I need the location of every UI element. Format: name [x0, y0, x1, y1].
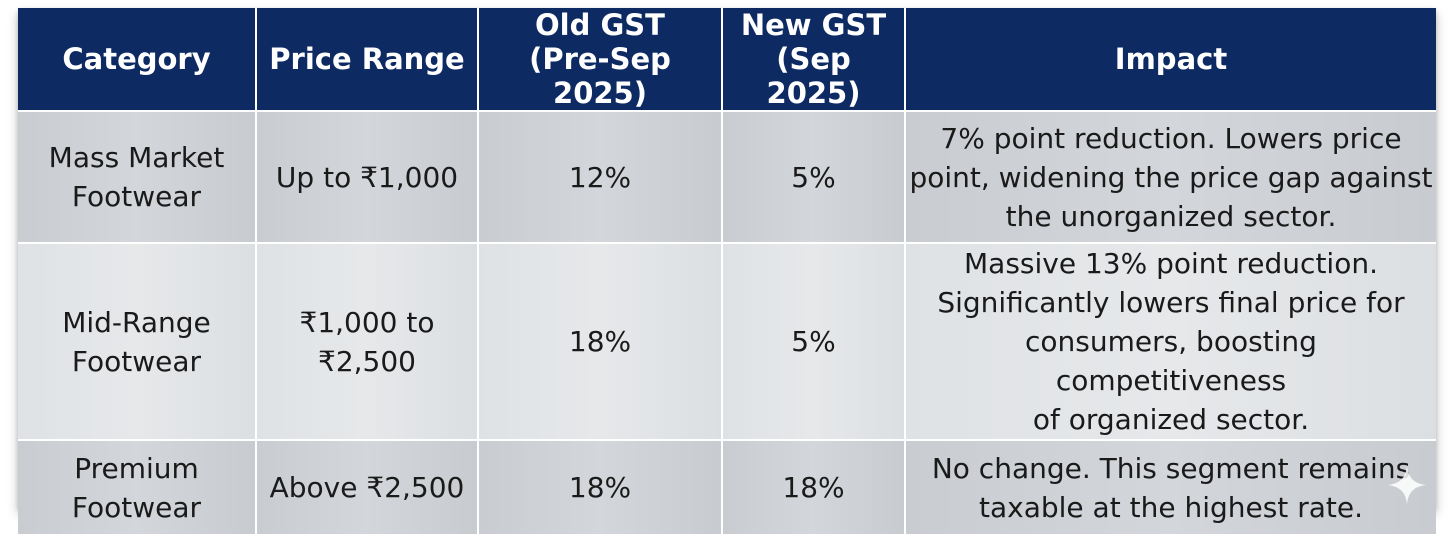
- header-price-range: Price Range: [255, 8, 479, 112]
- cell-old-gst: 18%: [477, 242, 723, 441]
- cell-category: Mass Market Footwear: [18, 110, 257, 244]
- table-row: Mass Market Footwear Up to ₹1,000 12% 5%…: [18, 110, 1436, 244]
- cell-category: Mid-Range Footwear: [18, 242, 257, 441]
- cell-category-line: Footwear: [71, 344, 202, 378]
- cell-new-gst: 5%: [721, 110, 906, 244]
- sparkle-icon: [1388, 466, 1426, 504]
- header-impact-label: Impact: [1114, 42, 1228, 76]
- gst-comparison-table: Category Price Range Old GST (Pre-Sep 20…: [18, 8, 1436, 534]
- header-price-range-label: Price Range: [269, 42, 465, 76]
- cell-impact-line: of organized sector.: [1032, 403, 1310, 436]
- cell-old-gst-value: 18%: [568, 325, 632, 358]
- cell-impact-line: consumers, boosting competitiveness: [1025, 325, 1317, 397]
- cell-impact-line: No change. This segment remains: [931, 451, 1411, 485]
- cell-category-line: Premium: [74, 451, 199, 485]
- cell-new-gst-value: 18%: [782, 471, 845, 504]
- cell-price-range-line: ₹2,500: [318, 344, 416, 378]
- cell-old-gst: 12%: [477, 110, 723, 244]
- cell-category: Premium Footwear: [18, 439, 257, 534]
- header-old-gst-label: Old GST: [535, 8, 665, 42]
- cell-price-range-line: Up to ₹1,000: [275, 160, 459, 194]
- cell-new-gst-value: 5%: [791, 160, 836, 194]
- cell-impact-line: the unorganized sector.: [1005, 199, 1337, 233]
- cell-old-gst: 18%: [477, 439, 723, 534]
- cell-price-range: Above ₹2,500: [255, 439, 479, 534]
- cell-category-line: Mass Market: [48, 141, 225, 174]
- header-new-gst-label: New GST: [740, 8, 887, 42]
- gst-table-container: Category Price Range Old GST (Pre-Sep 20…: [18, 8, 1436, 534]
- cell-impact: No change. This segment remains taxable …: [904, 439, 1436, 534]
- cell-category-line: Footwear: [71, 490, 202, 524]
- header-new-gst: New GST (Sep 2025): [721, 8, 906, 112]
- cell-price-range: ₹1,000 to ₹2,500: [255, 242, 479, 441]
- cell-category-line: Mid-Range: [62, 305, 211, 339]
- header-category: Category: [18, 8, 257, 112]
- cell-price-range-line: ₹1,000 to: [299, 305, 435, 339]
- cell-price-range: Up to ₹1,000: [255, 110, 479, 244]
- header-old-gst-sublabel: (Pre-Sep 2025): [529, 42, 671, 110]
- cell-impact-line: taxable at the highest rate.: [979, 490, 1363, 524]
- cell-impact: 7% point reduction. Lowers price point, …: [904, 110, 1436, 244]
- header-new-gst-sublabel: (Sep 2025): [766, 42, 861, 110]
- cell-old-gst-value: 12%: [568, 160, 632, 194]
- header-impact: Impact: [904, 8, 1436, 112]
- cell-price-range-line: Above ₹2,500: [269, 471, 465, 504]
- table-row: Premium Footwear Above ₹2,500 18% 18% No…: [18, 439, 1436, 534]
- cell-impact: Massive 13% point reduction. Significant…: [904, 242, 1436, 441]
- cell-category-line: Footwear: [71, 180, 202, 213]
- cell-impact-line: Significantly lowers final price for: [937, 286, 1405, 319]
- cell-new-gst: 18%: [721, 439, 906, 534]
- cell-old-gst-value: 18%: [568, 471, 632, 504]
- table-row: Mid-Range Footwear ₹1,000 to ₹2,500 18% …: [18, 242, 1436, 441]
- cell-new-gst: 5%: [721, 242, 906, 441]
- cell-impact-line: Massive 13% point reduction.: [964, 247, 1378, 280]
- header-category-label: Category: [62, 42, 211, 76]
- cell-impact-line: 7% point reduction. Lowers price: [940, 121, 1402, 155]
- header-old-gst: Old GST (Pre-Sep 2025): [477, 8, 723, 112]
- table-header-row: Category Price Range Old GST (Pre-Sep 20…: [18, 8, 1436, 112]
- cell-new-gst-value: 5%: [791, 325, 836, 358]
- cell-impact-line: point, widening the price gap against: [909, 160, 1433, 194]
